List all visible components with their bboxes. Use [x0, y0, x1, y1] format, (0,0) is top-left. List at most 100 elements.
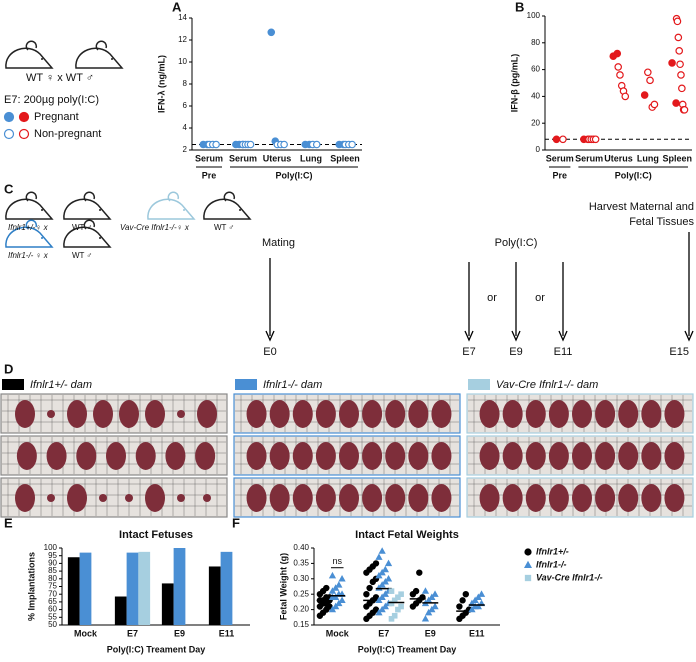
fetus: [165, 442, 186, 470]
y-tick-label: 100: [527, 11, 541, 20]
fetus: [385, 484, 406, 512]
point: [338, 574, 346, 582]
bar: [138, 551, 151, 625]
x-tick-label: Serum: [229, 153, 257, 163]
y-tick-label: 20: [531, 118, 540, 127]
fetus: [269, 400, 290, 428]
x-tick-label: E11: [469, 628, 485, 638]
x-tick-label: Serum: [195, 153, 223, 163]
fetus: [145, 484, 165, 512]
mouse-icon: [183, 209, 185, 211]
point: [381, 578, 389, 585]
fetus: [385, 400, 406, 428]
x-tick-label: Serum: [575, 153, 603, 163]
panel-label: D: [4, 361, 13, 376]
fetus: [16, 442, 37, 470]
point: [523, 560, 533, 569]
point: [366, 584, 373, 592]
point: [613, 49, 622, 58]
group-label: Pre: [202, 170, 217, 180]
y-tick-label: 2: [183, 145, 188, 154]
fetus: [362, 442, 383, 470]
mouse-icon: [203, 198, 252, 220]
point: [398, 591, 404, 598]
fetus: [67, 400, 87, 428]
arrowhead: [511, 330, 521, 342]
point: [372, 560, 380, 567]
legend-swatch: [235, 379, 257, 390]
y-tick-label: 0.35: [293, 559, 309, 568]
point: [674, 33, 683, 42]
point: [428, 605, 436, 613]
point: [673, 17, 682, 26]
point: [471, 596, 479, 604]
fetus: [362, 400, 383, 428]
x-tick-label: Uterus: [263, 153, 292, 163]
legend-label: Ifnlr1-/-: [536, 559, 567, 569]
fetus: [548, 400, 569, 428]
panel-label: F: [232, 515, 240, 530]
y-tick-label: 75: [48, 582, 57, 591]
y-tick-label: 65: [48, 597, 57, 606]
point: [328, 605, 337, 613]
arrowhead: [684, 330, 694, 342]
fetus: [502, 400, 523, 428]
fetus: [548, 442, 569, 470]
y-tick-label: 60: [531, 65, 540, 74]
mouse-icon: [5, 198, 54, 220]
point: [18, 111, 30, 123]
fetus: [479, 484, 500, 512]
legend-label: Ifnlr1+/-: [536, 546, 569, 556]
x-axis-label: Poly(I:C) Treament Day: [107, 644, 206, 654]
photo-header: Vav-Cre Ifnlr1-/- dam: [496, 379, 598, 391]
x-tick-label: E9: [174, 628, 185, 638]
point: [332, 602, 340, 610]
fetus: [664, 400, 685, 428]
panel-label: E: [4, 515, 13, 530]
arrowhead: [265, 330, 275, 342]
point: [3, 111, 15, 123]
point: [395, 594, 401, 601]
panel-label: C: [4, 181, 14, 196]
point: [384, 574, 393, 582]
event-label: Harvest Maternal and: [589, 201, 694, 213]
fetus: [47, 494, 55, 502]
y-tick-label: 85: [48, 566, 57, 575]
point: [416, 569, 423, 576]
point: [668, 59, 676, 67]
point: [477, 590, 486, 597]
point: [381, 565, 389, 573]
fetus: [135, 442, 156, 470]
fetus: [269, 484, 290, 512]
mouse-icon: [41, 58, 43, 60]
point: [650, 100, 659, 109]
y-tick-label: 60: [48, 605, 57, 614]
y-tick-label: 10: [178, 57, 187, 66]
fetus: [195, 442, 216, 470]
point: [428, 593, 436, 600]
panel-label: B: [515, 0, 524, 14]
fetus: [572, 442, 592, 470]
fetus: [339, 400, 359, 428]
mouse-icon: [167, 191, 180, 202]
point: [388, 600, 395, 607]
fetus: [641, 400, 662, 428]
fetus: [197, 400, 217, 428]
point: [328, 587, 337, 594]
point: [680, 106, 689, 114]
y-tick-label: 8: [183, 79, 188, 88]
fetus: [548, 484, 569, 512]
fetus: [67, 484, 87, 512]
annotation: ns: [332, 556, 342, 566]
point: [646, 76, 654, 85]
point: [474, 593, 482, 600]
mouse-icon: [41, 237, 43, 239]
bar: [126, 552, 139, 625]
point: [456, 603, 463, 610]
cross-label: WT ♂: [214, 223, 235, 232]
point: [676, 60, 684, 69]
point: [375, 608, 383, 616]
x-tick-label: Uterus: [604, 153, 633, 163]
point: [381, 602, 389, 610]
y-tick-label: 0.20: [293, 605, 309, 614]
